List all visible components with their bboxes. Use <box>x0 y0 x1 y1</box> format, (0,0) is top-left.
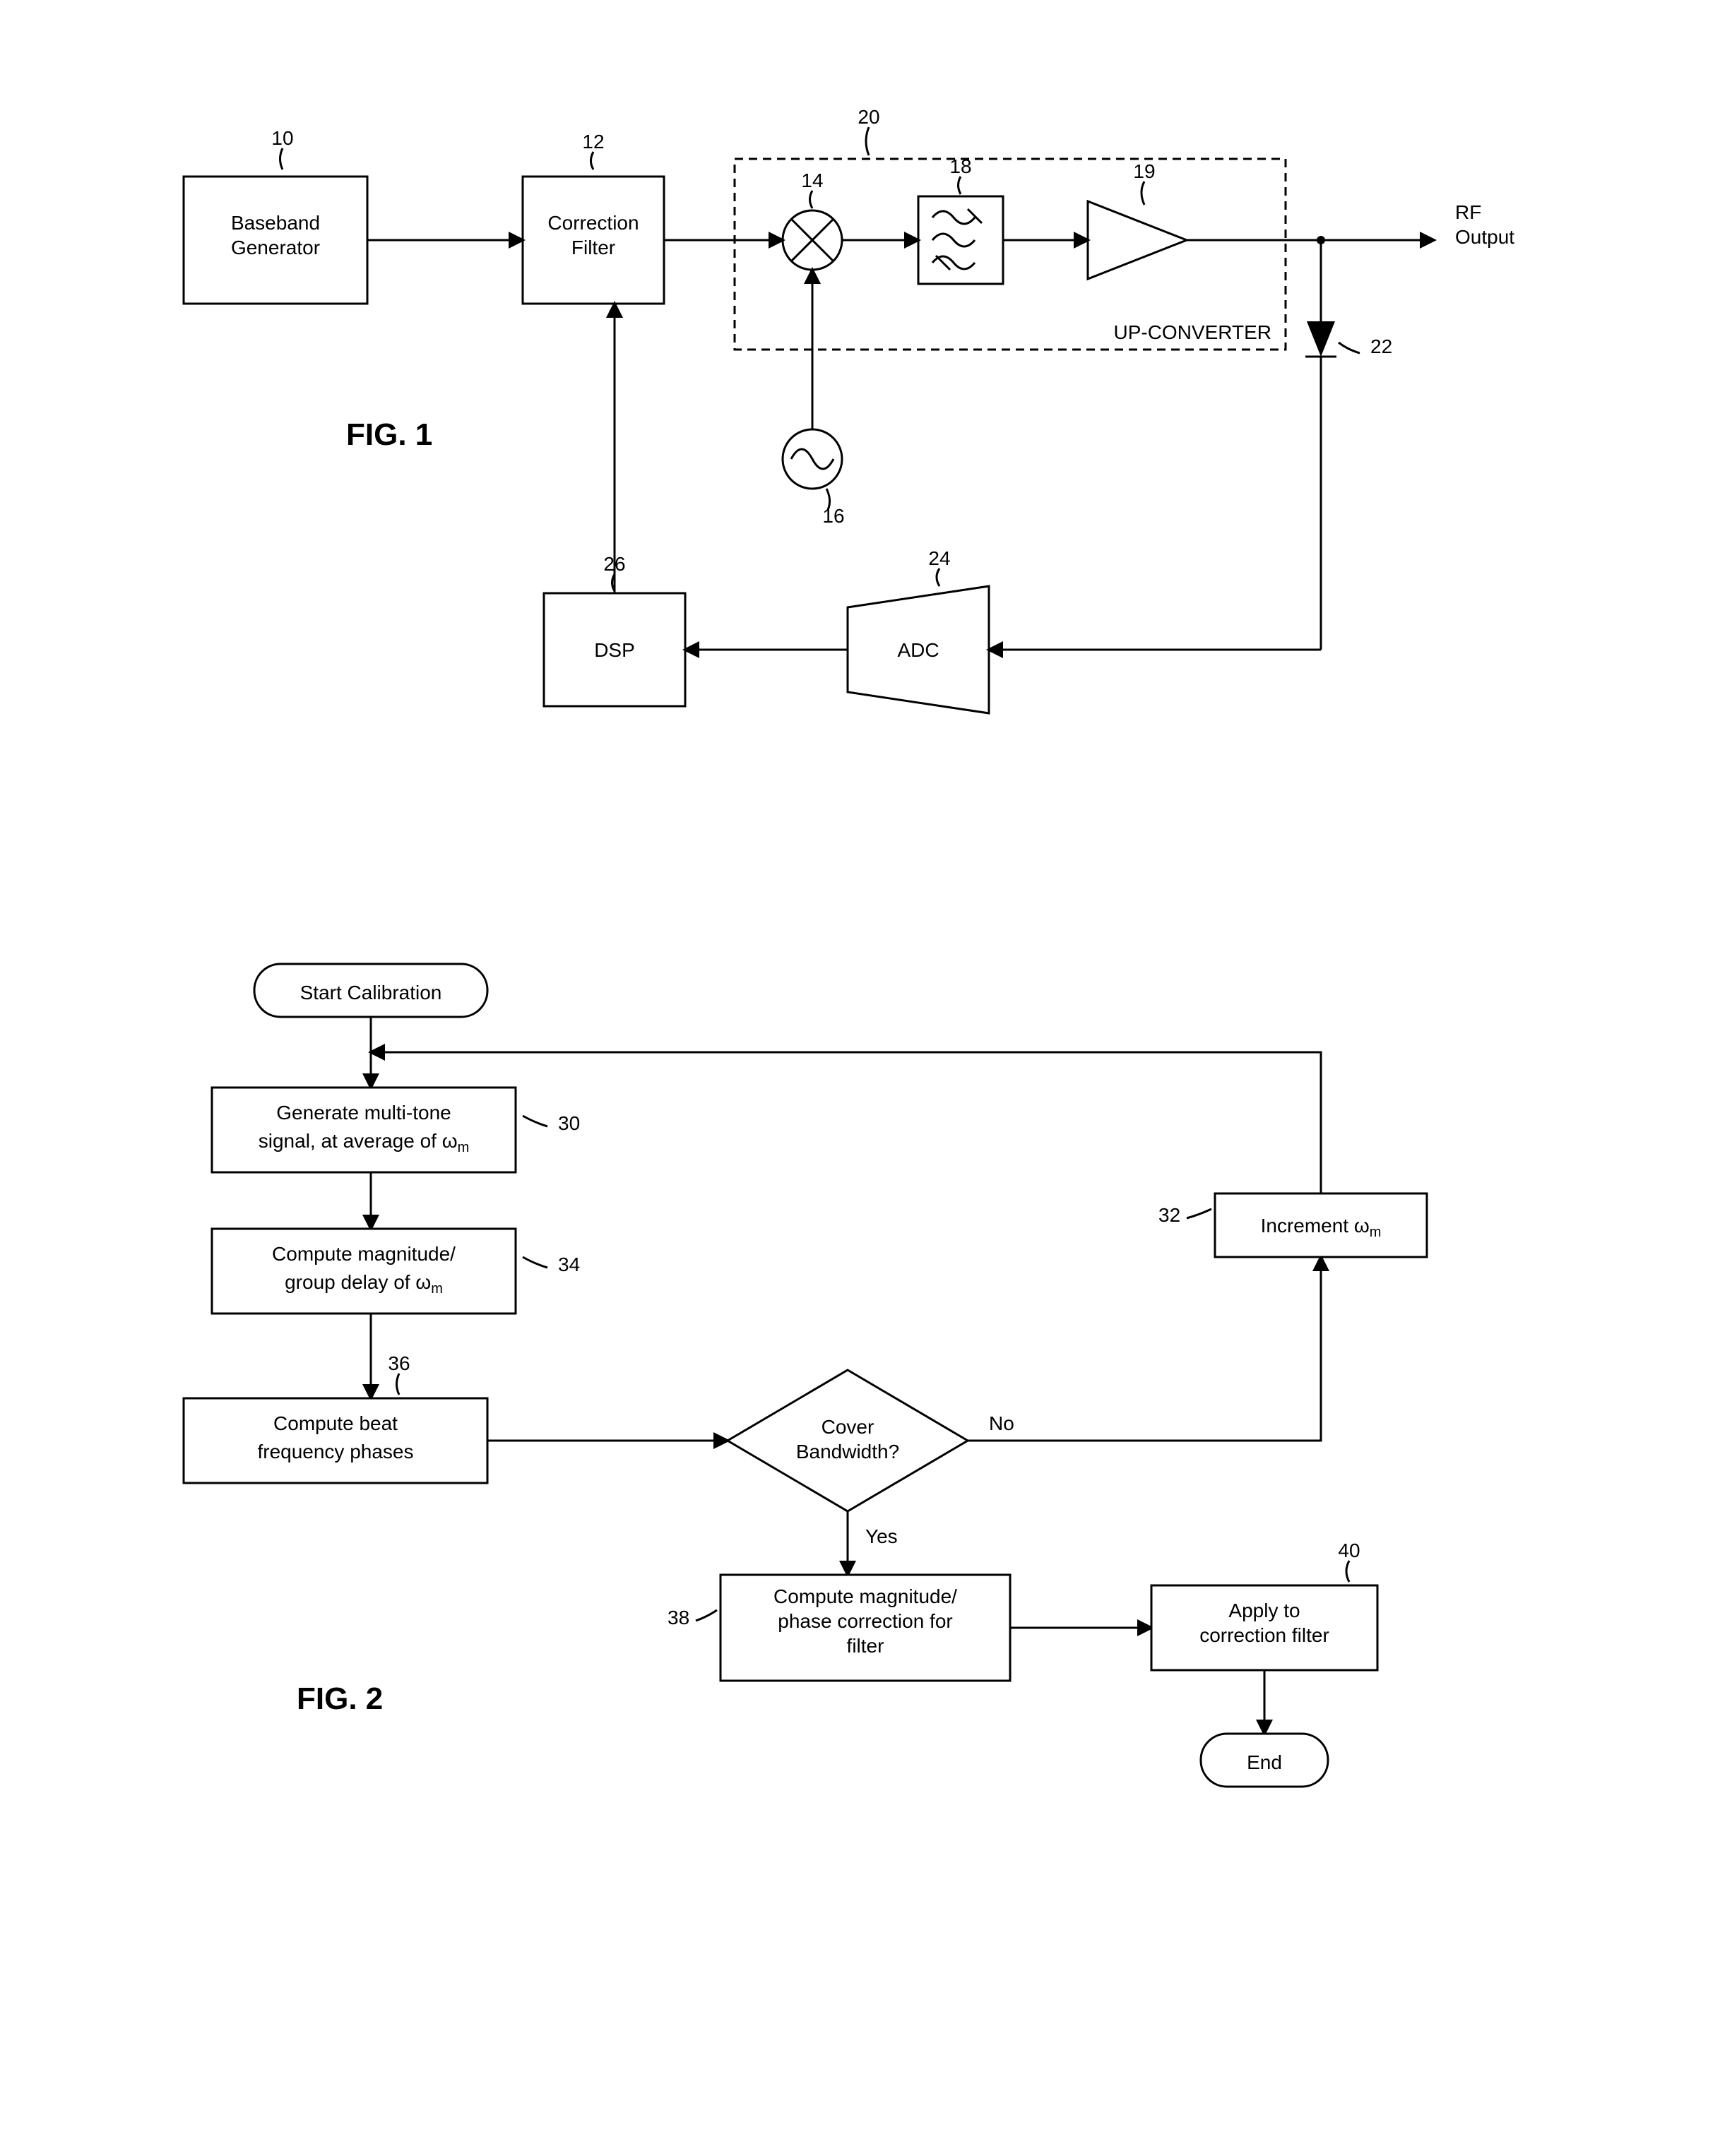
diode-ref-lead <box>1339 343 1360 353</box>
rf-out-1: RF <box>1455 201 1481 223</box>
amp-ref: 19 <box>1133 160 1155 182</box>
adc-ref-lead <box>937 568 939 586</box>
lo-icon <box>783 429 842 489</box>
adc-ref: 24 <box>928 547 950 569</box>
bpf-ref-lead <box>959 177 961 194</box>
baseband-ref-lead <box>280 148 283 169</box>
dsp-block: DSP <box>544 593 685 706</box>
apply-l1: Apply to <box>1228 1600 1300 1621</box>
upconverter-label: UP-CONVERTER <box>1113 321 1271 343</box>
lo-ref: 16 <box>822 505 844 527</box>
baseband-label-2: Generator <box>231 237 320 258</box>
start-terminator: Start Calibration <box>254 964 487 1017</box>
beat-ref-lead <box>397 1374 400 1395</box>
baseband-generator-block: Baseband Generator <box>184 177 367 304</box>
baseband-label-1: Baseband <box>231 212 320 234</box>
amp-ref-lead <box>1141 181 1144 205</box>
mag-ref-lead <box>523 1257 547 1268</box>
diode-icon <box>1305 240 1336 650</box>
adc-label: ADC <box>897 639 939 661</box>
corr-ref: 38 <box>668 1607 689 1628</box>
yes-label: Yes <box>865 1525 898 1547</box>
apply-l2: correction filter <box>1199 1624 1329 1646</box>
end-terminator: End <box>1201 1734 1328 1787</box>
mag-l2: group delay of ωm <box>285 1271 443 1297</box>
apply-block: Apply to correction filter <box>1151 1585 1377 1670</box>
correction-filter-block: Correction Filter <box>523 177 664 304</box>
no-label: No <box>989 1412 1014 1434</box>
arrow-no-to-inc <box>968 1257 1321 1441</box>
mixer-icon <box>783 210 842 270</box>
mag-l1: Compute magnitude/ <box>272 1243 456 1265</box>
diode-ref: 22 <box>1370 335 1392 357</box>
inc-label: Increment ωm <box>1261 1215 1382 1240</box>
corrfilter-label-1: Correction <box>547 212 639 234</box>
corr-ref-lead <box>696 1610 717 1621</box>
mag-ref: 34 <box>558 1253 580 1275</box>
baseband-ref: 10 <box>271 127 293 149</box>
corr-l2: phase correction for <box>778 1610 952 1632</box>
gen-l2: signal, at average of ωm <box>259 1130 469 1155</box>
fig1: Baseband Generator 10 Correction Filter … <box>184 106 1514 713</box>
dec-l1: Cover <box>822 1416 874 1438</box>
upconv-ref-lead <box>866 127 869 155</box>
beat-l1: Compute beat <box>273 1412 398 1434</box>
corr-l1: Compute magnitude/ <box>773 1585 957 1607</box>
bandpass-filter-icon <box>918 196 1003 284</box>
gen-l1: Generate multi-tone <box>276 1102 451 1124</box>
gen-ref: 30 <box>558 1112 580 1134</box>
corrfilter-label-2: Filter <box>571 237 615 258</box>
fig1-title: FIG. 1 <box>346 417 432 452</box>
gen-block: Generate multi-tone signal, at average o… <box>212 1088 516 1172</box>
inc-ref-lead <box>1187 1209 1211 1218</box>
mixer-ref-lead <box>810 191 813 208</box>
upconv-ref: 20 <box>858 106 879 128</box>
adc-block: ADC <box>848 586 989 713</box>
gen-ref-lead <box>523 1116 547 1126</box>
fig2: Start Calibration Generate multi-tone si… <box>184 964 1427 1787</box>
dsp-label: DSP <box>594 639 635 661</box>
mag-block: Compute magnitude/ group delay of ωm <box>212 1229 516 1314</box>
mixer-ref: 14 <box>801 169 823 191</box>
decision-diamond: Cover Bandwidth? <box>728 1370 968 1511</box>
corr-block: Compute magnitude/ phase correction for … <box>720 1575 1010 1681</box>
corr-l3: filter <box>847 1635 884 1657</box>
bpf-ref: 18 <box>949 155 971 177</box>
apply-ref: 40 <box>1338 1539 1360 1561</box>
fig2-title: FIG. 2 <box>297 1681 383 1716</box>
beat-ref: 36 <box>388 1352 410 1374</box>
beat-l2: frequency phases <box>257 1441 413 1463</box>
beat-block: Compute beat frequency phases <box>184 1398 487 1483</box>
rf-out-2: Output <box>1455 226 1514 248</box>
corrfilter-ref: 12 <box>582 131 604 153</box>
inc-ref: 32 <box>1158 1204 1180 1226</box>
corrfilter-ref-lead <box>591 152 594 169</box>
apply-ref-lead <box>1346 1561 1349 1582</box>
amplifier-icon <box>1088 201 1187 279</box>
start-label: Start Calibration <box>300 982 442 1003</box>
inc-block: Increment ωm <box>1215 1193 1427 1257</box>
end-label: End <box>1247 1751 1282 1773</box>
dec-l2: Bandwidth? <box>796 1441 899 1463</box>
